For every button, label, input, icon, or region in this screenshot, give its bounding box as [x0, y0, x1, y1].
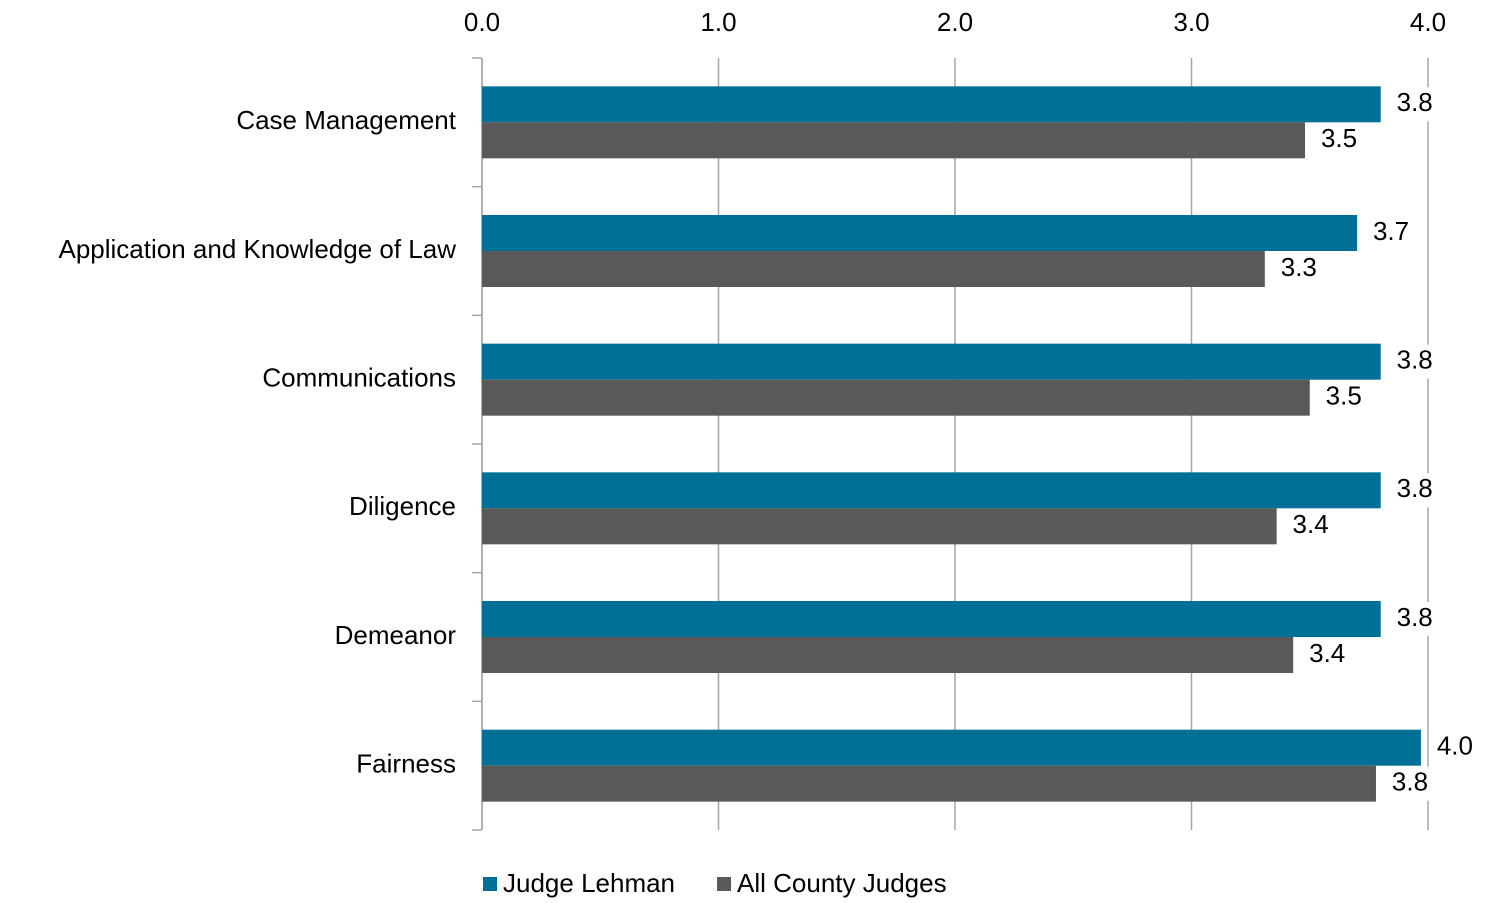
- bar: [482, 215, 1358, 251]
- x-tick-label: 3.0: [1173, 7, 1209, 37]
- y-tick-label: Diligence: [349, 491, 456, 521]
- value-label: 3.8: [1397, 473, 1433, 503]
- value-label-bg: [1272, 252, 1325, 286]
- bar: [482, 729, 1421, 766]
- value-label: 4.0: [1437, 731, 1473, 761]
- value-label-bg: [1388, 87, 1441, 122]
- x-tick-label: 0.0: [464, 7, 500, 37]
- y-tick-label: Communications: [262, 363, 456, 393]
- x-tick-label: 1.0: [700, 7, 736, 37]
- value-label-bg: [1383, 766, 1436, 801]
- value-label-bg: [1365, 216, 1418, 250]
- y-tick-label: Demeanor: [335, 620, 457, 650]
- bar: [482, 765, 1376, 802]
- value-label-bg: [1388, 344, 1441, 379]
- value-label-bg: [1301, 638, 1354, 672]
- y-tick-label: Case Management: [236, 105, 456, 135]
- bar: [482, 472, 1381, 509]
- value-label-bg: [1313, 123, 1366, 158]
- bar: [482, 379, 1310, 416]
- value-label-bg: [1428, 730, 1481, 765]
- bar: [482, 508, 1277, 545]
- value-label: 3.8: [1397, 345, 1433, 375]
- value-label-bg: [1284, 509, 1337, 544]
- legend-swatch: [717, 877, 732, 891]
- value-label-bg: [1317, 380, 1370, 415]
- value-label-bg: [1388, 602, 1441, 636]
- bar: [482, 343, 1381, 380]
- legend-swatch: [483, 877, 497, 891]
- value-label: 3.4: [1293, 509, 1329, 539]
- x-tick-label: 2.0: [937, 7, 973, 37]
- value-label: 3.8: [1397, 602, 1433, 632]
- value-label: 3.7: [1373, 216, 1409, 246]
- bar: [482, 122, 1306, 159]
- value-label: 3.8: [1392, 767, 1428, 797]
- bar: [482, 251, 1265, 287]
- y-tick-label: Fairness: [356, 749, 456, 779]
- value-label-bg: [1388, 473, 1441, 508]
- bar: [482, 601, 1381, 637]
- bar: [482, 637, 1294, 673]
- value-label: 3.5: [1326, 381, 1362, 411]
- x-tick-label: 4.0: [1410, 7, 1446, 37]
- value-label: 3.8: [1397, 87, 1433, 117]
- legend-label: Judge Lehman: [503, 868, 675, 898]
- legend-label: All County Judges: [737, 868, 947, 898]
- value-label: 3.4: [1309, 638, 1345, 668]
- y-tick-label: Application and Knowledge of Law: [58, 234, 456, 264]
- value-label: 3.5: [1321, 123, 1357, 153]
- bar: [482, 86, 1381, 123]
- value-label: 3.3: [1281, 252, 1317, 282]
